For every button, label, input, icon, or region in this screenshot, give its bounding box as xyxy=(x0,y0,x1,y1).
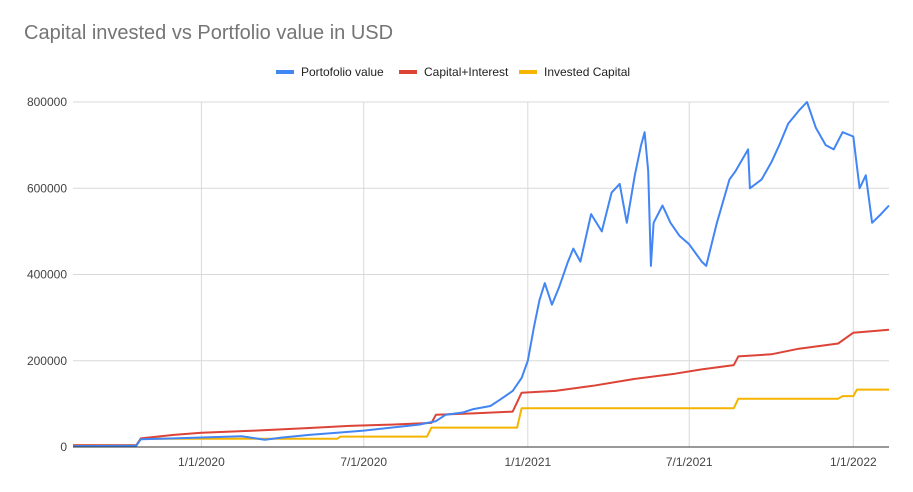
y-tick-label: 800000 xyxy=(27,95,67,109)
series-line-invested-capital xyxy=(73,388,889,447)
legend-label-invested-capital: Invested Capital xyxy=(544,65,630,79)
legend: Portofolio value Capital+Interest Invested… xyxy=(276,65,630,79)
x-tick-label: 7/1/2021 xyxy=(666,455,713,469)
x-tick-label: 1/1/2021 xyxy=(504,455,551,469)
y-tick-label: 600000 xyxy=(27,181,67,195)
series-line-capital-interest xyxy=(73,328,890,447)
chart-title: Capital invested vs Portfolio value in U… xyxy=(24,22,394,44)
x-tick-label: 1/1/2020 xyxy=(178,455,225,469)
y-tick-label: 0 xyxy=(60,440,67,454)
series-lines xyxy=(72,101,890,448)
y-tick-label: 200000 xyxy=(27,354,67,368)
x-tick-label: 1/1/2022 xyxy=(830,455,877,469)
series-line-portofolio-value xyxy=(72,101,890,448)
gridlines xyxy=(73,101,889,447)
y-axis-ticks: 0 200000 400000 600000 800000 xyxy=(27,95,67,454)
y-tick-label: 400000 xyxy=(27,268,67,282)
legend-label-capital-interest: Capital+Interest xyxy=(424,65,509,79)
legend-label-portofolio-value: Portofolio value xyxy=(301,65,384,79)
x-tick-label: 7/1/2020 xyxy=(340,455,387,469)
x-axis-ticks: 1/1/2020 7/1/2020 1/1/2021 7/1/2021 1/1/2022 xyxy=(178,455,877,469)
